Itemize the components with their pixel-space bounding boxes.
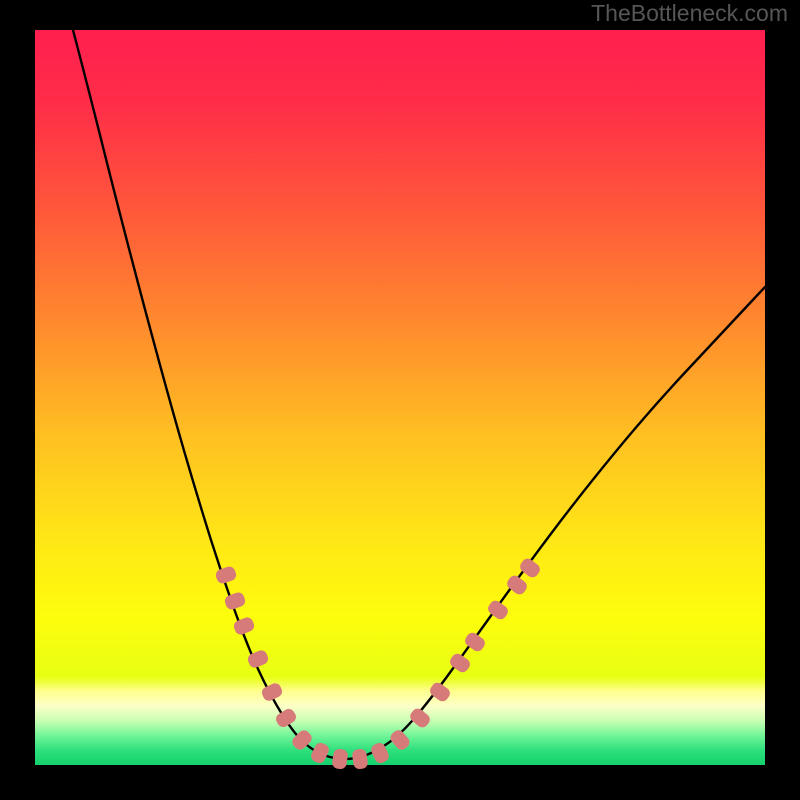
chart-svg — [0, 0, 800, 800]
plot-background — [35, 30, 765, 765]
chart-frame: TheBottleneck.com — [0, 0, 800, 800]
